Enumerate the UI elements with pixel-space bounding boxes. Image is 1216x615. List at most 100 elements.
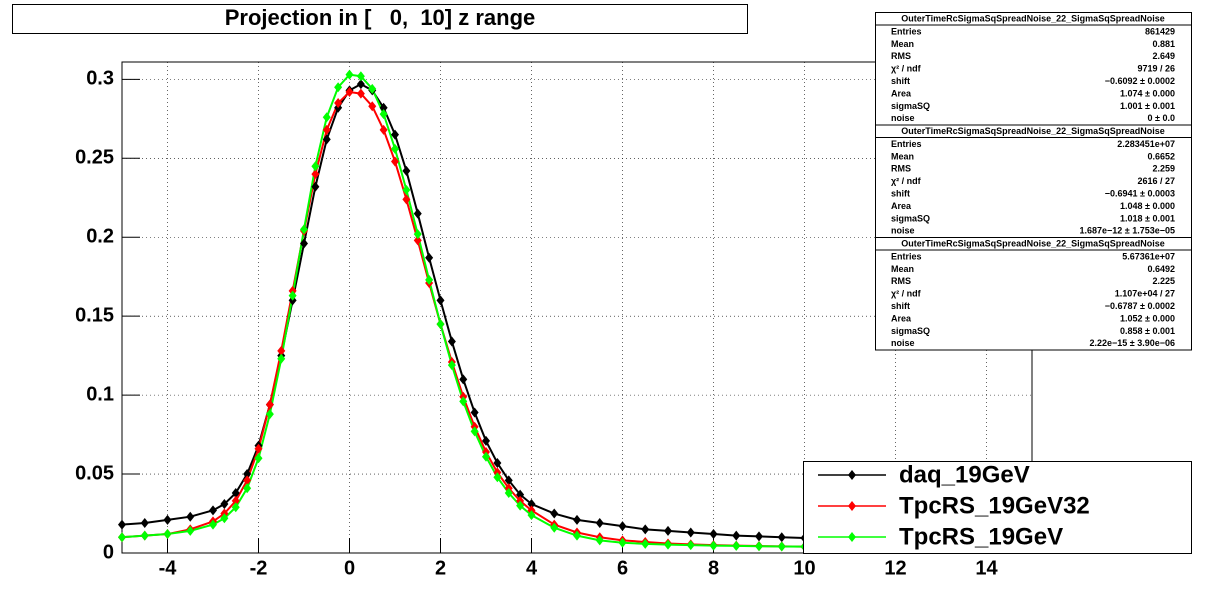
- data-point: [413, 229, 422, 240]
- stats-value: 2.649: [1152, 51, 1175, 61]
- data-point: [391, 143, 399, 154]
- data-point: [573, 514, 581, 525]
- data-point: [243, 483, 252, 494]
- data-point: [618, 537, 627, 548]
- data-point: [755, 541, 763, 552]
- y-tick-label: 0.2: [86, 226, 114, 248]
- data-point: [391, 129, 399, 140]
- data-point: [265, 399, 274, 410]
- stats-title: OuterTimeRcSigmaSqSpreadNoise_22_SigmaSq…: [901, 126, 1164, 136]
- stats-label: noise: [891, 226, 915, 236]
- data-point: [356, 88, 365, 99]
- stats-value: 2.225: [1152, 276, 1175, 286]
- data-point: [436, 295, 445, 306]
- data-point: [413, 235, 422, 246]
- data-point: [391, 156, 399, 167]
- data-point: [516, 500, 525, 511]
- stats-value: 2.22e−15 ± 3.90e−06: [1089, 338, 1175, 348]
- stats-value: 0.6492: [1147, 264, 1175, 274]
- data-point: [300, 238, 308, 249]
- stats-label: noise: [891, 338, 915, 348]
- data-point: [493, 472, 502, 483]
- legend-label: TpcRS_19GeV: [899, 523, 1063, 550]
- data-point: [425, 274, 434, 285]
- data-point: [447, 360, 456, 371]
- stats-value: −0.6787 ± 0.0002: [1105, 301, 1175, 311]
- data-point: [277, 345, 286, 356]
- stats-title: OuterTimeRcSigmaSqSpreadNoise_22_SigmaSq…: [901, 13, 1164, 23]
- y-tick-label: 0.25: [75, 147, 114, 169]
- stats-value: 1.001 ± 0.001: [1120, 101, 1175, 111]
- data-point: [186, 511, 195, 522]
- data-point: [641, 524, 650, 535]
- data-point: [527, 510, 536, 521]
- stats-value: 0.858 ± 0.001: [1120, 326, 1175, 336]
- stats-value: 2616 / 27: [1137, 176, 1175, 186]
- stats-box: [875, 12, 1192, 126]
- data-point: [402, 194, 411, 205]
- data-point: [345, 86, 354, 97]
- stats-value: 0 ± 0.0: [1148, 113, 1175, 123]
- stats-label: χ² / ndf: [891, 289, 922, 299]
- data-point: [686, 527, 695, 538]
- stats-label: Area: [891, 88, 912, 98]
- data-point: [402, 184, 411, 195]
- stats-value: 1.018 ± 0.001: [1120, 213, 1175, 223]
- chart-title: Projection in [ 0, 10] z range: [225, 5, 536, 30]
- stats-label: RMS: [891, 51, 911, 61]
- data-point: [300, 224, 308, 235]
- y-tick-label: 0.1: [86, 383, 114, 405]
- stats-label: Entries: [891, 139, 922, 149]
- stats-value: 9719 / 26: [1137, 64, 1175, 74]
- data-point: [322, 134, 331, 145]
- data-point: [277, 353, 286, 364]
- stats-label: sigmaSQ: [891, 326, 930, 336]
- data-point: [322, 124, 331, 135]
- data-point: [618, 521, 627, 532]
- data-point: [777, 532, 786, 543]
- legend-marker: [848, 501, 856, 511]
- stats-label: shift: [891, 188, 910, 198]
- data-point: [220, 513, 229, 524]
- title-box: [12, 4, 748, 34]
- x-tick-label: 6: [617, 557, 628, 579]
- stats-label: noise: [891, 113, 915, 123]
- data-point: [413, 208, 422, 219]
- x-tick-label: -2: [250, 557, 268, 579]
- data-point: [504, 475, 513, 486]
- data-point: [573, 530, 581, 541]
- data-point: [334, 82, 343, 93]
- data-point: [209, 505, 217, 516]
- legend-label: daq_19GeV: [899, 461, 1030, 488]
- data-point: [709, 529, 718, 540]
- data-point: [209, 519, 217, 530]
- stats-value: 2.283451e+07: [1117, 139, 1175, 149]
- data-point: [118, 519, 126, 530]
- y-tick-label: 0.05: [75, 462, 114, 484]
- data-point: [231, 495, 240, 506]
- data-point: [379, 124, 388, 135]
- data-point: [231, 488, 240, 499]
- data-point: [504, 488, 513, 499]
- data-point: [368, 83, 377, 94]
- data-point: [459, 396, 468, 407]
- data-point: [322, 112, 331, 123]
- data-point: [709, 540, 718, 551]
- data-point: [459, 374, 468, 385]
- data-point: [254, 443, 263, 454]
- data-point: [732, 530, 741, 541]
- data-point: [550, 522, 559, 533]
- stats-box: [875, 124, 1192, 238]
- stats-value: 1.074 ± 0.000: [1120, 88, 1175, 98]
- data-point: [231, 502, 240, 513]
- data-point: [686, 540, 695, 551]
- data-point: [550, 508, 559, 519]
- data-point: [595, 535, 604, 546]
- data-point: [356, 79, 365, 90]
- stats-value: 0.881: [1152, 39, 1175, 49]
- legend-marker: [848, 470, 856, 480]
- stats-value: 1.107e+04 / 27: [1115, 289, 1175, 299]
- stats-box: [875, 237, 1192, 351]
- y-tick-label: 0.15: [75, 304, 114, 326]
